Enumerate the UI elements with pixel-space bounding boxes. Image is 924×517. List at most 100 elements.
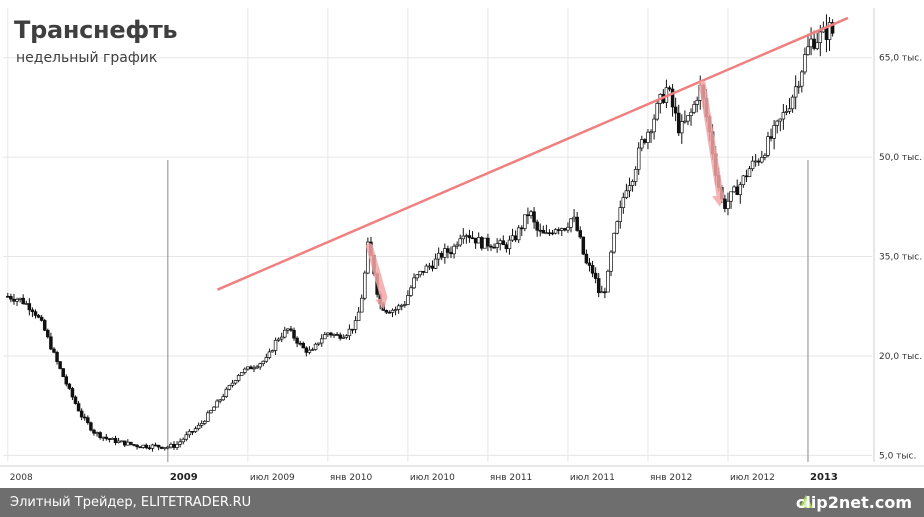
candle-body — [452, 245, 456, 255]
candle-body — [673, 106, 678, 114]
candle-body — [95, 432, 99, 434]
candle-body — [76, 403, 81, 412]
candle-body — [587, 262, 592, 266]
candle-body — [636, 147, 641, 170]
weekly-candle — [356, 307, 361, 321]
y-axis: 5,0 тыс. 20,0 тыс. 35,0 тыс. 50,0 тыс. 65,0 … — [873, 8, 922, 462]
chart-annotations — [216, 16, 849, 310]
weekly-candle — [15, 297, 19, 306]
candle-body — [279, 336, 284, 340]
weekly-candle — [486, 233, 490, 251]
weekly-candle — [221, 393, 225, 401]
weekly-candle — [135, 444, 139, 450]
weekly-candle — [729, 191, 733, 209]
candle-body — [464, 235, 469, 237]
candle-body — [347, 328, 352, 337]
candle-body — [86, 417, 90, 424]
weekly-candle — [406, 290, 410, 306]
candle-body — [49, 336, 53, 350]
candle-body — [627, 185, 632, 192]
weekly-candle — [255, 364, 259, 370]
weekly-candle — [270, 349, 275, 353]
candle-body — [633, 169, 638, 182]
weekly-candle — [49, 332, 53, 351]
weekly-candle — [683, 110, 687, 124]
candle-body — [175, 443, 179, 448]
weekly-candle — [243, 367, 247, 375]
candle-body — [520, 227, 524, 230]
candle-body — [483, 237, 487, 249]
candle-body — [233, 380, 238, 384]
candle-body — [132, 444, 136, 446]
weekly-candle — [523, 214, 527, 232]
weekly-candle — [793, 75, 798, 110]
candle-body — [778, 118, 783, 122]
candle-body — [212, 406, 216, 411]
candle-body — [295, 337, 299, 344]
candle-body — [689, 111, 693, 116]
weekly-candle — [569, 218, 573, 233]
candle-body — [766, 136, 770, 156]
candle-body — [695, 100, 699, 105]
candle-body — [744, 175, 749, 178]
candle-body — [353, 320, 358, 330]
candle-body — [793, 86, 798, 98]
candle-body — [92, 429, 96, 434]
candle-body — [507, 239, 512, 250]
candle-body — [436, 252, 441, 260]
weekly-candle — [830, 19, 835, 37]
x-tick-label: июл 2011 — [570, 473, 615, 483]
weekly-candle — [36, 313, 41, 319]
weekly-candle — [181, 437, 185, 445]
weekly-candle — [92, 428, 96, 436]
candle-body — [535, 221, 539, 231]
weekly-candle — [159, 446, 164, 450]
candle-body — [741, 175, 746, 186]
resistance-trendline — [216, 16, 849, 291]
weekly-candle — [815, 32, 819, 51]
candle-body — [621, 197, 626, 208]
candle-body — [323, 334, 327, 340]
weekly-candle — [775, 119, 779, 134]
y-tick-label: 20,0 тыс. — [879, 352, 922, 362]
candle-body — [612, 232, 616, 253]
candle-body — [526, 214, 530, 217]
weekly-candle — [283, 326, 287, 339]
weekly-candle — [535, 219, 539, 237]
candle-body — [313, 343, 318, 350]
weekly-candle — [341, 334, 346, 339]
candle-body — [803, 54, 807, 73]
weekly-candle — [187, 429, 192, 438]
weekly-candle — [415, 274, 419, 281]
weekly-candle — [30, 307, 35, 318]
candle-body — [267, 351, 272, 358]
candle-body — [510, 235, 515, 241]
candle-body — [769, 136, 773, 139]
weekly-candle — [261, 360, 265, 367]
weekly-candle — [578, 226, 582, 239]
candle-body — [199, 423, 204, 426]
weekly-candle — [566, 222, 570, 233]
weekly-candle — [667, 85, 672, 92]
candle-body — [756, 160, 761, 163]
candle-body — [523, 214, 527, 229]
candle-body — [430, 265, 435, 269]
candle-body — [747, 168, 752, 177]
candle-body — [18, 297, 22, 300]
weekly-candle — [778, 118, 783, 132]
candle-body — [246, 366, 250, 370]
candle-body — [390, 309, 395, 313]
candle-body — [630, 181, 635, 186]
candle-body — [344, 335, 349, 338]
weekly-candle — [480, 236, 484, 251]
weekly-candle — [590, 260, 595, 278]
chart-subtitle: недельный график — [16, 50, 158, 66]
weekly-candle — [289, 325, 293, 332]
candle-body — [119, 440, 124, 443]
weekly-candle — [209, 409, 213, 414]
candle-body — [824, 27, 829, 40]
candle-body — [326, 332, 330, 335]
candle-body — [252, 367, 256, 370]
weekly-candle — [233, 379, 238, 385]
candle-body — [55, 351, 59, 362]
